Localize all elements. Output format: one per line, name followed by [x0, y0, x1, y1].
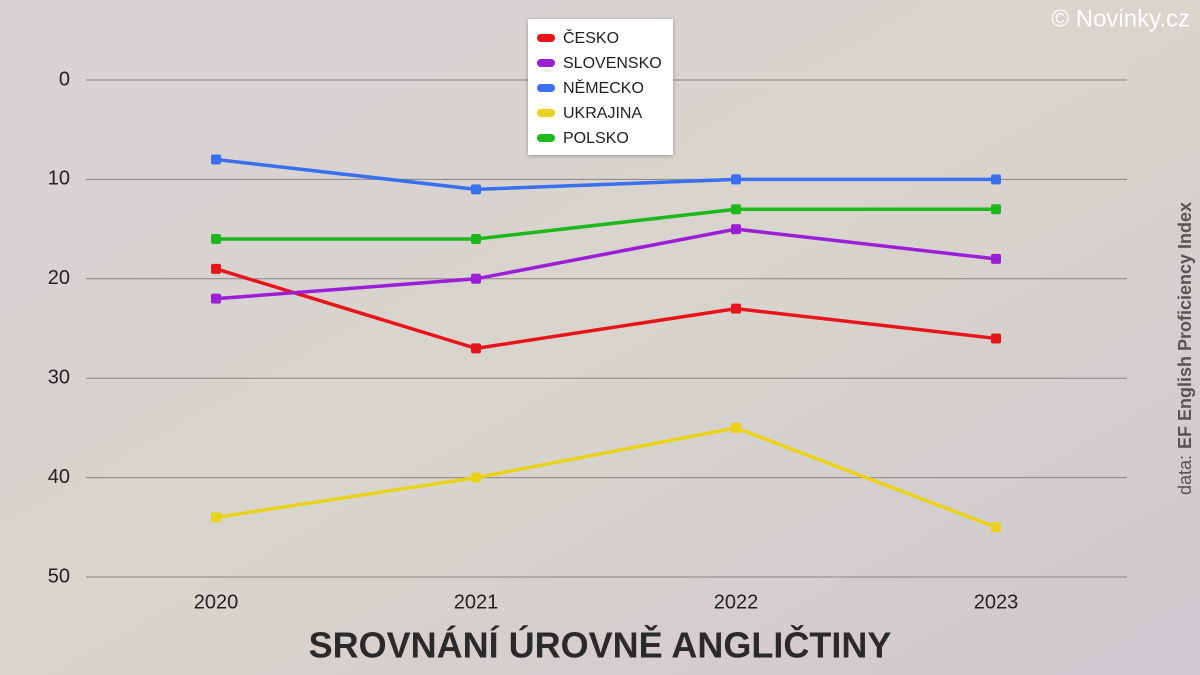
legend-swatch: [537, 84, 555, 92]
data-point: [211, 234, 221, 245]
y-tick-label: 10: [48, 168, 70, 190]
legend-swatch: [537, 134, 555, 142]
series-line: [215, 267, 997, 351]
data-point: [731, 422, 741, 433]
plot: 0 10 20 30 40 50 2020 2021 2022 2023 ČESKO SLOVENSK…: [48, 19, 1127, 613]
x-tick-label: 2021: [454, 591, 499, 613]
data-point: [731, 174, 741, 185]
data-point: [991, 522, 1001, 533]
data-point: [991, 204, 1001, 215]
series-line: [216, 207, 996, 241]
chart-title: SROVNÁNÍ ÚROVNĚ ANGLIČTINY: [309, 624, 892, 666]
y-tick-label: 0: [59, 68, 70, 90]
data-point: [471, 234, 481, 245]
data-point: [471, 184, 481, 195]
legend-label: NĚMECKO: [563, 78, 644, 97]
legend-swatch: [537, 34, 555, 42]
series-line: [215, 426, 997, 529]
source: EF English Proficiency Index: [1175, 202, 1195, 449]
series-line: [215, 157, 996, 192]
y-tick-label: 40: [48, 466, 70, 488]
legend-label: POLSKO: [563, 130, 629, 147]
data-point: [991, 253, 1001, 264]
y-tick-label: 20: [48, 267, 70, 289]
series-line: [215, 227, 997, 301]
legend-label: SLOVENSKO: [563, 55, 662, 72]
legend-swatch: [537, 109, 555, 117]
data-point: [471, 472, 481, 483]
legend: ČESKO SLOVENSKO NĚMECKO UKRAJINA POLSKO: [528, 19, 673, 155]
x-tick-label: 2023: [974, 591, 1019, 613]
source-prefix: data:: [1175, 455, 1195, 495]
legend-label: ČESKO: [563, 28, 619, 47]
legend-swatch: [537, 59, 555, 67]
data-point: [211, 263, 221, 274]
data-point: [471, 273, 481, 284]
x-tick-label: 2020: [194, 591, 239, 613]
data-point: [211, 293, 221, 304]
data-point: [471, 343, 481, 354]
legend-label: UKRAJINA: [563, 105, 642, 122]
copyright: © Novinky.cz: [1051, 5, 1190, 32]
data-point: [991, 174, 1001, 185]
data-point: [211, 512, 221, 523]
source-group: data: EF English Proficiency Index: [1175, 202, 1195, 495]
data-point: [731, 303, 741, 314]
data-point: [731, 224, 741, 235]
data-point: [211, 154, 221, 165]
data-point: [991, 333, 1001, 344]
y-tick-label: 30: [48, 366, 70, 388]
y-tick-label: 50: [48, 565, 70, 587]
x-tick-label: 2022: [714, 591, 759, 613]
data-point: [731, 204, 741, 215]
